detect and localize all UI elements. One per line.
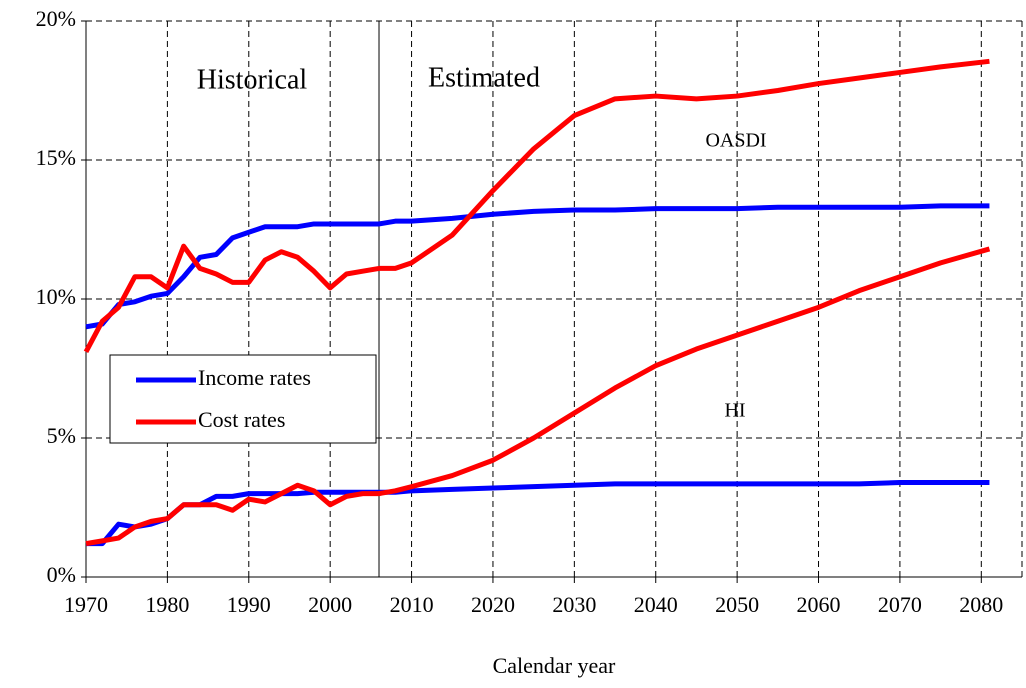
x-tick-label: 2060 [797, 592, 841, 617]
annotation: HI [724, 400, 745, 422]
legend-label: Cost rates [198, 407, 285, 432]
series-line [86, 479, 990, 547]
y-tick-label: 5% [47, 423, 76, 448]
y-tick-label: 20% [36, 6, 76, 31]
legend: Income rates Cost rates [109, 354, 377, 444]
x-tick-label: 2010 [390, 592, 434, 617]
series-line [83, 58, 990, 353]
x-tick-label: 1980 [145, 592, 189, 617]
annotation: OASDI [705, 130, 766, 152]
x-tick-label: 2040 [634, 592, 678, 617]
x-tick-label: 1970 [64, 592, 108, 617]
x-tick-label: 2020 [471, 592, 515, 617]
annotation: Estimated [428, 62, 540, 93]
y-tick-label: 15% [36, 145, 76, 170]
legend-box [109, 354, 377, 444]
y-tick-label: 0% [47, 562, 76, 587]
legend-label: Income rates [198, 365, 311, 390]
x-tick-label: 1990 [227, 592, 271, 617]
x-axis-label: Calendar year [493, 653, 616, 678]
series-line [85, 246, 991, 547]
annotation: Historical [197, 64, 308, 95]
x-tick-label: 2030 [552, 592, 596, 617]
y-tick-label: 10% [36, 284, 76, 309]
x-tick-label: 2050 [715, 592, 759, 617]
x-tick-label: 2080 [959, 592, 1003, 617]
x-tick-label: 2000 [308, 592, 352, 617]
series-line [85, 203, 990, 330]
x-tick-label: 2070 [878, 592, 922, 617]
